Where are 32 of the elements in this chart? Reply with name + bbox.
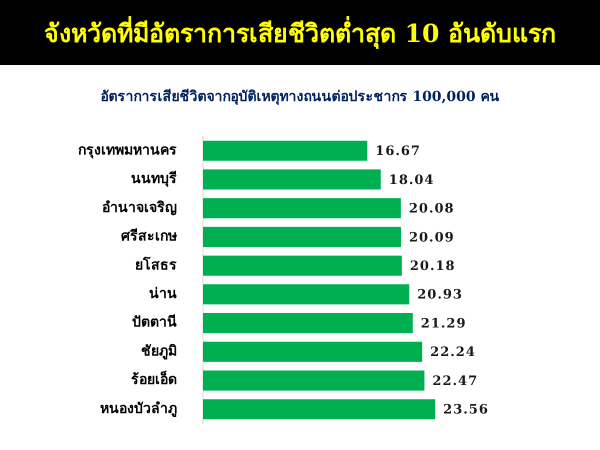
chart-title: จังหวัดที่มีอัตราการเสียชีวิตต่ำสุด 10 อันดับแรก	[0, 0, 600, 65]
bar	[203, 399, 436, 420]
data-label: 20.08	[408, 202, 455, 217]
data-label: 20.93	[417, 288, 463, 303]
y-tick-label: ศรีสะเกษ	[121, 228, 177, 245]
y-tick-label: น่าน	[149, 286, 177, 302]
y-tick-label: หนองบัวลำภู	[100, 400, 177, 417]
y-tick-label: อำนาจเจริญ	[102, 200, 177, 216]
data-label: 22.24	[430, 345, 476, 360]
bar	[203, 342, 422, 362]
y-tick-label: ปัตตานี	[132, 314, 177, 331]
data-label: 16.67	[375, 144, 421, 160]
bar	[203, 198, 401, 218]
chart-subtitle: อัตราการเสียชีวิตจากอุบัติเหตุทางถนนต่อประชากร 100,000 คน	[99, 88, 501, 107]
y-tick-label: ชัยภูมิ	[141, 343, 177, 360]
bar	[203, 284, 410, 304]
bar	[203, 370, 424, 391]
data-label: 23.56	[443, 402, 489, 418]
bar	[203, 226, 401, 247]
data-label: 20.18	[410, 259, 456, 274]
y-tick-label: ยโสธร	[135, 255, 177, 274]
bar	[203, 169, 381, 190]
data-label: 20.09	[408, 230, 455, 246]
data-label: 22.47	[432, 374, 478, 389]
data-label: 21.29	[420, 316, 467, 332]
y-tick-label: กรุงเทพมหานคร	[78, 142, 177, 158]
bar	[203, 313, 413, 334]
data-label: 18.04	[388, 172, 434, 188]
bar	[203, 256, 402, 276]
y-tick-label: ร้อยเอ็ด	[131, 370, 177, 388]
bar	[203, 140, 368, 161]
y-tick-label: นนทบุรี	[131, 171, 177, 188]
